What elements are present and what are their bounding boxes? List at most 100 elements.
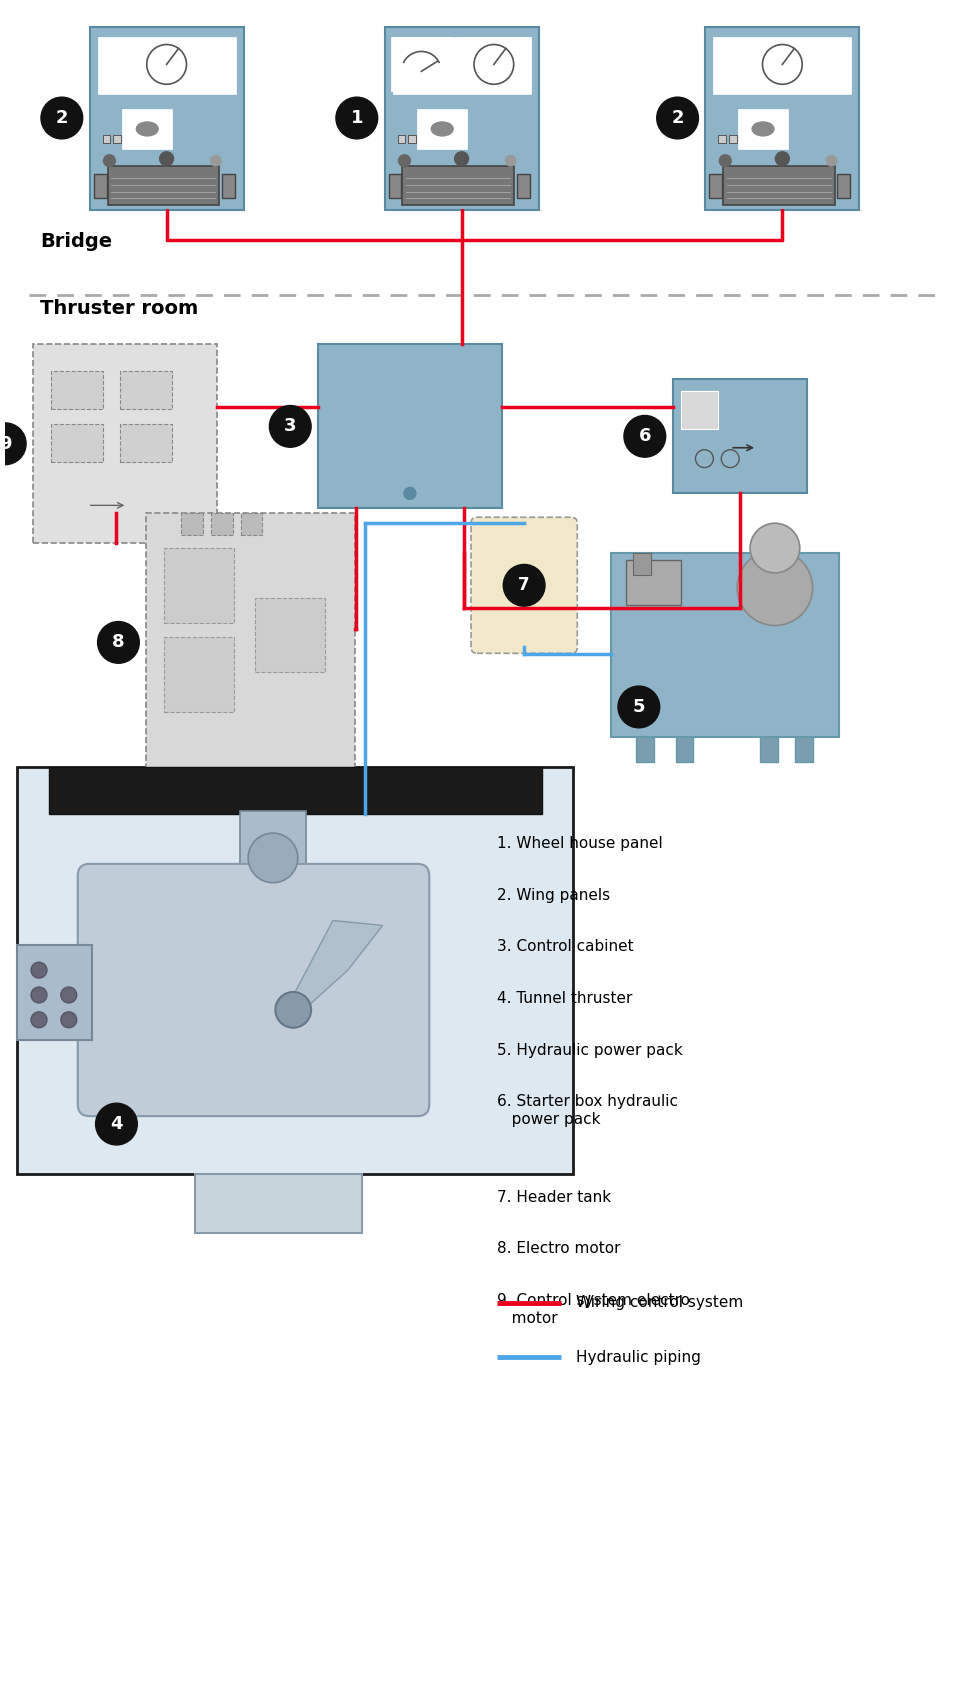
FancyBboxPatch shape bbox=[121, 424, 172, 462]
FancyBboxPatch shape bbox=[417, 110, 467, 149]
FancyBboxPatch shape bbox=[403, 166, 514, 205]
Circle shape bbox=[657, 96, 698, 139]
FancyBboxPatch shape bbox=[77, 864, 429, 1116]
FancyBboxPatch shape bbox=[611, 553, 839, 737]
Circle shape bbox=[455, 152, 469, 166]
FancyBboxPatch shape bbox=[517, 174, 529, 198]
Text: 8: 8 bbox=[112, 634, 125, 651]
FancyBboxPatch shape bbox=[211, 514, 233, 534]
FancyBboxPatch shape bbox=[222, 174, 235, 198]
FancyBboxPatch shape bbox=[471, 517, 578, 653]
Text: 6. Starter box hydraulic
   power pack: 6. Starter box hydraulic power pack bbox=[497, 1094, 678, 1126]
FancyBboxPatch shape bbox=[107, 166, 218, 205]
FancyBboxPatch shape bbox=[94, 174, 106, 198]
FancyBboxPatch shape bbox=[681, 391, 719, 430]
Text: 4: 4 bbox=[110, 1114, 123, 1133]
Ellipse shape bbox=[753, 122, 774, 135]
FancyBboxPatch shape bbox=[795, 737, 812, 761]
FancyBboxPatch shape bbox=[255, 597, 325, 673]
Text: 9: 9 bbox=[0, 435, 12, 453]
Text: 5: 5 bbox=[633, 698, 645, 715]
Text: 3. Control cabinet: 3. Control cabinet bbox=[497, 940, 634, 954]
Circle shape bbox=[776, 152, 789, 166]
FancyBboxPatch shape bbox=[626, 560, 681, 605]
Text: 6: 6 bbox=[639, 428, 651, 445]
Text: 7: 7 bbox=[519, 577, 530, 594]
Circle shape bbox=[0, 423, 26, 465]
Text: Wiring control system: Wiring control system bbox=[577, 1295, 744, 1311]
Text: 2. Wing panels: 2. Wing panels bbox=[497, 888, 610, 903]
Text: 3: 3 bbox=[284, 418, 297, 435]
Circle shape bbox=[404, 487, 416, 499]
Text: 8. Electro motor: 8. Electro motor bbox=[497, 1241, 620, 1256]
FancyBboxPatch shape bbox=[398, 135, 406, 142]
Circle shape bbox=[275, 993, 311, 1028]
FancyBboxPatch shape bbox=[392, 37, 530, 95]
FancyBboxPatch shape bbox=[146, 514, 355, 771]
Circle shape bbox=[503, 565, 545, 605]
Circle shape bbox=[737, 550, 812, 626]
FancyBboxPatch shape bbox=[51, 372, 102, 409]
FancyBboxPatch shape bbox=[164, 548, 234, 622]
Circle shape bbox=[103, 156, 116, 167]
Polygon shape bbox=[288, 920, 383, 1015]
Text: 2: 2 bbox=[56, 108, 68, 127]
Circle shape bbox=[159, 152, 174, 166]
Circle shape bbox=[98, 622, 139, 663]
FancyBboxPatch shape bbox=[719, 135, 726, 142]
Ellipse shape bbox=[431, 122, 453, 135]
Text: 2: 2 bbox=[671, 108, 684, 127]
Text: 4. Tunnel thruster: 4. Tunnel thruster bbox=[497, 991, 632, 1006]
Circle shape bbox=[61, 1011, 76, 1028]
FancyBboxPatch shape bbox=[709, 174, 723, 198]
FancyBboxPatch shape bbox=[17, 945, 92, 1040]
FancyBboxPatch shape bbox=[384, 27, 539, 210]
FancyBboxPatch shape bbox=[318, 345, 501, 509]
FancyBboxPatch shape bbox=[113, 135, 122, 142]
Circle shape bbox=[624, 416, 666, 457]
Text: Bridge: Bridge bbox=[40, 232, 112, 250]
FancyBboxPatch shape bbox=[633, 553, 651, 575]
Circle shape bbox=[248, 834, 298, 883]
FancyBboxPatch shape bbox=[760, 737, 778, 761]
Text: 1: 1 bbox=[351, 108, 363, 127]
Text: Hydraulic piping: Hydraulic piping bbox=[577, 1349, 701, 1365]
Text: 5. Hydraulic power pack: 5. Hydraulic power pack bbox=[497, 1043, 683, 1057]
Circle shape bbox=[399, 156, 411, 167]
FancyBboxPatch shape bbox=[409, 135, 416, 142]
Circle shape bbox=[41, 96, 83, 139]
Text: 1. Wheel house panel: 1. Wheel house panel bbox=[497, 835, 663, 851]
Circle shape bbox=[96, 1103, 137, 1145]
Text: 9. Control system electro
   motor: 9. Control system electro motor bbox=[497, 1294, 690, 1326]
FancyBboxPatch shape bbox=[102, 135, 110, 142]
Circle shape bbox=[720, 156, 731, 167]
FancyBboxPatch shape bbox=[240, 812, 306, 876]
Circle shape bbox=[31, 962, 47, 977]
Circle shape bbox=[270, 406, 311, 446]
FancyBboxPatch shape bbox=[49, 766, 542, 813]
FancyBboxPatch shape bbox=[123, 110, 172, 149]
FancyBboxPatch shape bbox=[51, 424, 102, 462]
FancyBboxPatch shape bbox=[838, 174, 850, 198]
FancyBboxPatch shape bbox=[98, 37, 236, 95]
Circle shape bbox=[826, 156, 838, 167]
FancyBboxPatch shape bbox=[17, 766, 573, 1174]
Circle shape bbox=[336, 96, 378, 139]
FancyBboxPatch shape bbox=[390, 37, 452, 91]
FancyBboxPatch shape bbox=[724, 166, 835, 205]
FancyBboxPatch shape bbox=[729, 135, 737, 142]
Circle shape bbox=[61, 988, 76, 1003]
FancyBboxPatch shape bbox=[388, 174, 402, 198]
Text: 7. Header tank: 7. Header tank bbox=[497, 1190, 611, 1204]
FancyBboxPatch shape bbox=[241, 514, 263, 534]
FancyBboxPatch shape bbox=[713, 37, 851, 95]
FancyBboxPatch shape bbox=[636, 737, 654, 761]
Ellipse shape bbox=[136, 122, 158, 135]
FancyBboxPatch shape bbox=[672, 379, 807, 494]
Circle shape bbox=[618, 687, 660, 727]
FancyBboxPatch shape bbox=[705, 27, 860, 210]
FancyBboxPatch shape bbox=[738, 110, 788, 149]
Circle shape bbox=[750, 523, 800, 573]
FancyBboxPatch shape bbox=[121, 372, 172, 409]
FancyBboxPatch shape bbox=[181, 514, 203, 534]
